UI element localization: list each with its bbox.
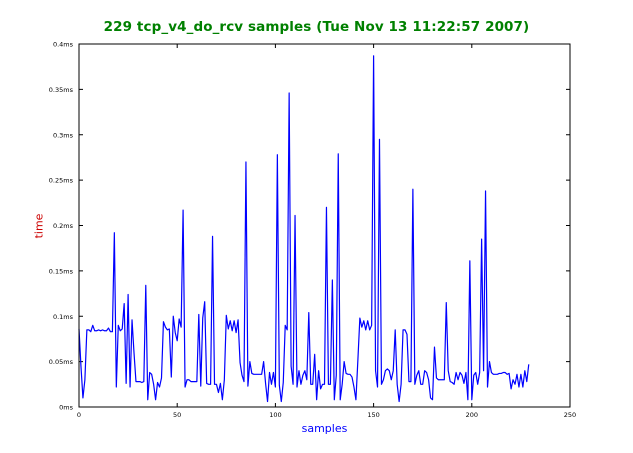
y-tick-label: 0.1ms [53, 313, 74, 321]
series-line [78, 55, 530, 403]
x-tick-label: 100 [269, 411, 281, 419]
x-axis-label: samples [301, 422, 348, 435]
y-axis: 0ms 0.05ms 0.1ms 0.15ms 0.2ms 0.25ms 0.3ms 0.35… [49, 41, 570, 412]
y-tick-label: 0.25ms [49, 177, 74, 185]
y-tick-label: 0.35ms [49, 86, 74, 94]
y-axis-label: time [32, 213, 46, 239]
y-tick-label: 0.4ms [53, 41, 74, 49]
x-tick-label: 250 [564, 411, 576, 419]
chart-title: 229 tcp_v4_do_rcv samples (Tue Nov 13 11… [103, 19, 530, 35]
x-tick-label: 0 [77, 411, 81, 419]
y-tick-label: 0ms [59, 404, 73, 412]
x-tick-label: 50 [173, 411, 181, 419]
y-tick-label: 0.2ms [53, 222, 74, 230]
plot-frame [78, 43, 571, 408]
y-tick-label: 0.15ms [49, 267, 74, 275]
y-tick-label: 0.05ms [49, 358, 74, 366]
y-tick-label: 0.3ms [53, 131, 74, 139]
x-tick-label: 150 [367, 411, 379, 419]
x-tick-label: 200 [466, 411, 478, 419]
